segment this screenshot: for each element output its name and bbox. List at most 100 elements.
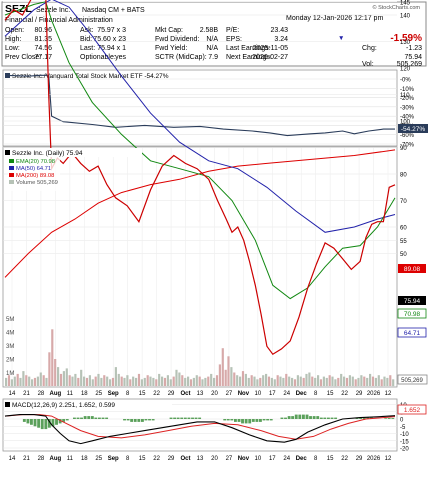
volume-bar bbox=[296, 375, 299, 386]
volume-bar bbox=[322, 376, 325, 386]
volume-bar bbox=[218, 364, 221, 386]
volume-bar bbox=[39, 372, 42, 386]
volume-bar bbox=[166, 375, 169, 386]
x-tick-label: 10 bbox=[255, 391, 262, 397]
volume-value-tag bbox=[397, 374, 428, 385]
volume-bar bbox=[13, 376, 16, 386]
volume-bar bbox=[16, 373, 19, 386]
histogram-bar bbox=[280, 417, 284, 419]
x-tick-label: 8 bbox=[126, 391, 130, 397]
volume-bar bbox=[383, 376, 386, 386]
volume-bar bbox=[233, 372, 236, 386]
histogram-bar bbox=[262, 419, 266, 421]
ma200-value-tag bbox=[398, 264, 426, 273]
histogram-bar bbox=[40, 419, 44, 430]
volume-bar bbox=[354, 379, 357, 387]
histogram-bar bbox=[37, 419, 41, 428]
histogram-bar bbox=[359, 417, 363, 419]
histogram-bar bbox=[327, 417, 330, 419]
macd-y-tick: -15 bbox=[400, 439, 409, 445]
quote-value: 74.56 bbox=[34, 45, 52, 52]
volume-bar bbox=[311, 376, 314, 386]
volume-y-tick: 5M bbox=[6, 317, 14, 323]
volume-bar bbox=[45, 377, 48, 386]
volume-bar bbox=[109, 379, 112, 387]
quote-label: SCTR (MidCap): bbox=[155, 54, 207, 61]
volume-bar bbox=[126, 375, 129, 386]
volume-bar bbox=[253, 376, 256, 386]
volume-bar bbox=[143, 377, 146, 386]
x-tick-label: 17 bbox=[269, 456, 276, 462]
quote-value: N/A bbox=[206, 45, 218, 52]
histogram-bar bbox=[144, 419, 148, 421]
volume-bar bbox=[230, 367, 233, 386]
x-tick-label: 29 bbox=[168, 391, 175, 397]
volume-bar bbox=[25, 375, 28, 386]
volume-bar bbox=[210, 373, 213, 386]
x-tick-label: 21 bbox=[23, 391, 30, 397]
price-y-tick: 50 bbox=[400, 252, 407, 258]
histogram-bar bbox=[319, 417, 323, 419]
macd-y-tick: 0 bbox=[400, 418, 404, 424]
x-tick-label: 2026 bbox=[367, 456, 381, 462]
histogram-bar bbox=[284, 417, 287, 419]
histogram-bar bbox=[362, 417, 366, 419]
x-tick-label: 25 bbox=[95, 456, 102, 462]
down-arrow-icon: ▼ bbox=[338, 35, 344, 42]
histogram-bar bbox=[391, 418, 395, 419]
x-tick-label: 24 bbox=[283, 456, 290, 462]
volume-bar bbox=[120, 376, 123, 386]
change-label: Chg: bbox=[362, 45, 377, 52]
volume-bar bbox=[308, 372, 311, 386]
x-tick-label: Nov bbox=[238, 391, 250, 397]
volume-bar bbox=[366, 377, 369, 386]
price-legend-swatch bbox=[5, 150, 10, 155]
histogram-bar bbox=[323, 417, 327, 419]
volume-bar bbox=[319, 379, 323, 387]
relative-y-tick: -20% bbox=[400, 96, 415, 102]
price-grid: 150145140130120110100908070605550 bbox=[3, 0, 411, 386]
x-tick-label: Aug bbox=[50, 391, 62, 397]
quote-grid: Open: 80.96 Ask: 75.97 x 3 Mkt Cap: 2.58B P/E:… bbox=[5, 27, 288, 61]
x-tick-label: 20 bbox=[211, 391, 218, 397]
x-tick-label: Dec bbox=[296, 456, 308, 462]
volume-bar bbox=[114, 367, 117, 386]
volume-bar bbox=[291, 377, 294, 386]
volume-bar bbox=[59, 373, 63, 386]
quote-label: Last Earnings: bbox=[226, 45, 271, 52]
histogram-bar bbox=[316, 416, 320, 419]
volume-bar bbox=[380, 379, 383, 387]
quote-value: 2.58B bbox=[200, 27, 219, 34]
x-tick-label: 13 bbox=[197, 391, 204, 397]
volume-bar bbox=[106, 376, 109, 386]
volume-bar bbox=[374, 377, 377, 386]
volume-y-tick: 1M bbox=[6, 371, 14, 377]
volume-bar bbox=[288, 376, 291, 386]
volume-bar bbox=[340, 373, 343, 386]
x-tick-label: 29 bbox=[356, 456, 363, 462]
volume-bar bbox=[83, 376, 86, 386]
volume-bar bbox=[22, 371, 25, 386]
volume-bar bbox=[343, 376, 346, 386]
histogram-bar bbox=[47, 419, 51, 428]
price-legend-bg bbox=[4, 148, 142, 157]
histogram-bar bbox=[130, 419, 134, 422]
histogram-bar bbox=[133, 419, 137, 422]
x-tick-label: Sep bbox=[108, 456, 119, 462]
x-tick-label: Aug bbox=[50, 456, 62, 462]
volume-bar bbox=[207, 376, 210, 386]
relative-y-tick: -30% bbox=[400, 105, 415, 111]
quote-value: 3.24 bbox=[274, 36, 288, 43]
volume-bar bbox=[331, 376, 334, 386]
histogram-bar bbox=[226, 419, 230, 421]
volume-bar bbox=[389, 375, 392, 386]
histogram-bar bbox=[151, 419, 155, 421]
histogram-bar bbox=[387, 418, 391, 419]
quote-value: 80.96 bbox=[34, 27, 52, 34]
macd-title: MACD(12,26,9) 2.251, 1.652, 0.599 bbox=[12, 402, 115, 409]
quote-label: Ask: bbox=[80, 27, 94, 34]
ema20-legend: EMA(20) 70.98 bbox=[16, 159, 55, 165]
macd-line bbox=[4, 414, 396, 445]
volume-bar bbox=[204, 377, 207, 386]
volume-bar bbox=[317, 375, 320, 386]
